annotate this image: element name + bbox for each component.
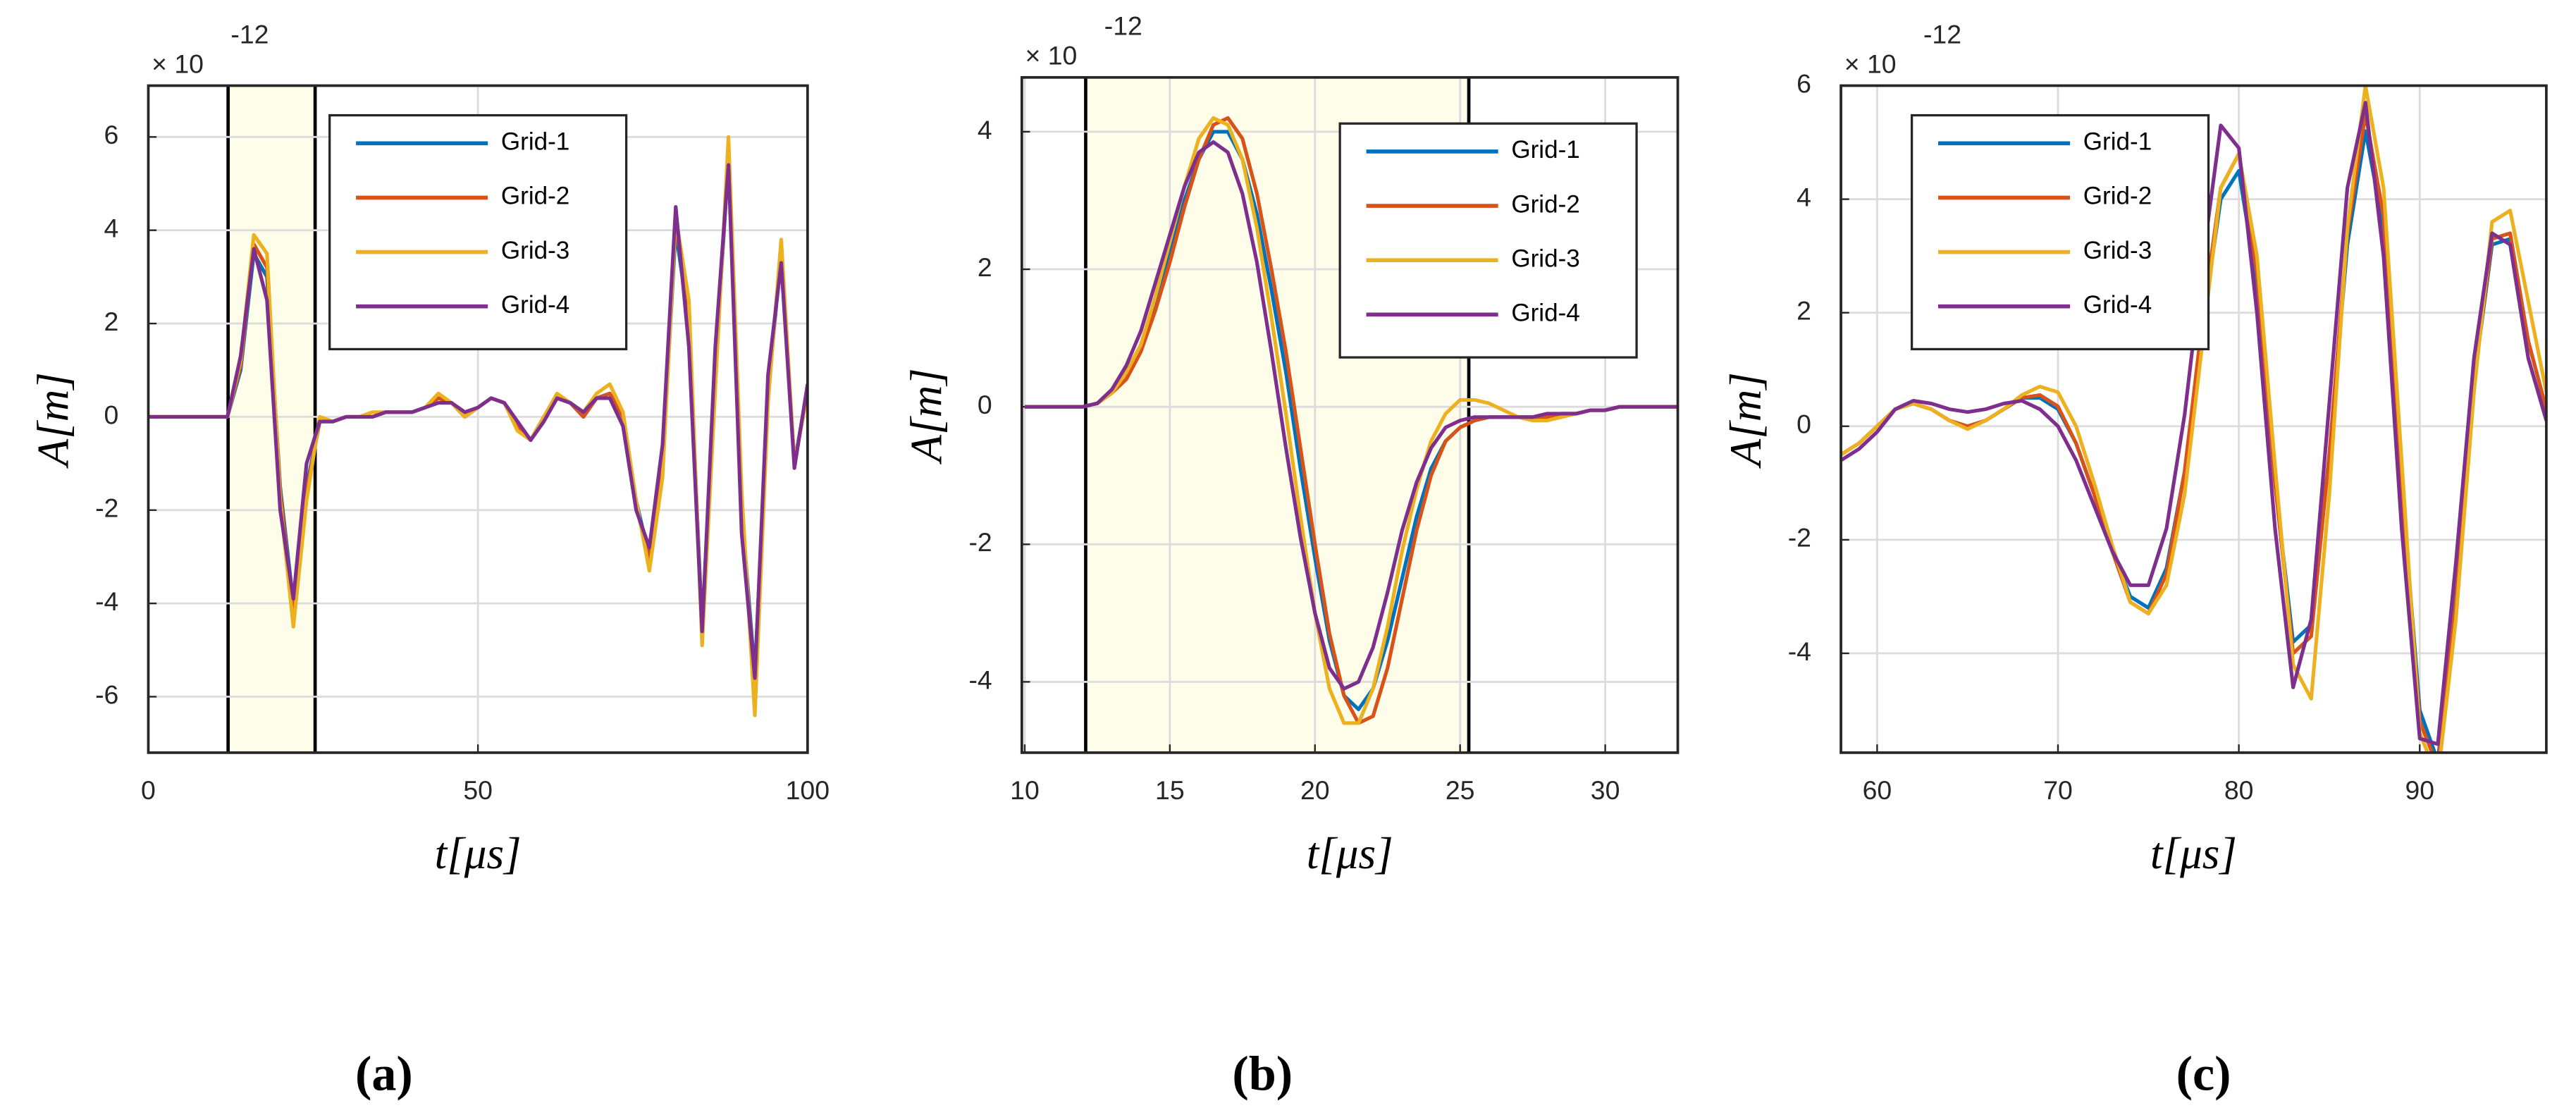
y-tick-label: 2 — [1797, 296, 1811, 326]
x-tick-label: 15 — [1155, 775, 1185, 805]
y-tick-label: 0 — [978, 390, 992, 419]
chart-panel: 10 15 20 25 30 -4 -2 0 2 4 × 10 -12 t[μs] A[m] (b) Grid… — [902, 11, 1680, 1102]
exponent-base: × 10 — [1844, 49, 1897, 78]
panel-label: (a) — [355, 1047, 413, 1102]
y-tick-label: 4 — [104, 214, 119, 243]
legend-label: Grid-4 — [2083, 291, 2152, 319]
legend-label: Grid-1 — [501, 128, 569, 156]
x-tick-label: 60 — [1863, 775, 1892, 805]
x-axis-label: t[μs] — [2150, 829, 2237, 878]
y-tick-label: 4 — [1797, 182, 1811, 211]
panel-label: (c) — [2176, 1047, 2231, 1102]
chart-panel: 0 50 100 -6 -4 -2 0 2 4 6 × 10 -12 t[μs] A[m] (a) Grid-… — [28, 19, 830, 1101]
y-tick-label: 2 — [978, 252, 992, 282]
y-tick-label: 0 — [1797, 409, 1811, 439]
legend-box — [1338, 122, 1638, 359]
y-tick-label: -4 — [968, 665, 992, 694]
y-tick-label: -4 — [1788, 636, 1811, 666]
x-tick-label: 10 — [1010, 775, 1040, 805]
exponent-base: × 10 — [152, 49, 204, 78]
exponent: -12 — [1923, 19, 1961, 49]
legend-label: Grid-4 — [1511, 300, 1579, 327]
y-tick-label: -6 — [95, 679, 118, 709]
legend-label: Grid-1 — [2083, 128, 2152, 156]
x-tick-label: 80 — [2224, 775, 2254, 805]
x-tick-label: 50 — [463, 775, 493, 805]
y-tick-label: -2 — [1788, 523, 1811, 553]
y-axis-label: A[m] — [902, 368, 951, 464]
y-tick-label: -4 — [95, 586, 118, 616]
legend-label: Grid-2 — [1511, 190, 1579, 218]
chart-panel: 60 70 80 90 -4 -2 0 2 4 6 × 10 -12 t[μs] A[m] (c) Grid-… — [1721, 19, 2548, 1102]
y-axis-label: A[m] — [1721, 372, 1770, 469]
series-line — [1841, 85, 2546, 753]
x-tick-label: 90 — [2405, 775, 2434, 805]
axes-box — [1839, 84, 2548, 754]
y-tick-label: 6 — [1797, 68, 1811, 98]
exponent: -12 — [1104, 11, 1142, 41]
y-tick-label: 6 — [104, 120, 119, 149]
legend-label: Grid-2 — [501, 183, 569, 210]
legend-label: Grid-1 — [1511, 136, 1579, 164]
legend-label: Grid-4 — [501, 291, 569, 319]
exponent: -12 — [230, 19, 269, 49]
axes-box — [1020, 75, 1680, 754]
axes-box — [147, 84, 809, 754]
y-axis-label: A[m] — [28, 372, 78, 469]
x-tick-label: 0 — [141, 775, 156, 805]
exponent-base: × 10 — [1025, 41, 1078, 70]
x-tick-label: 100 — [786, 775, 830, 805]
x-tick-label: 70 — [2043, 775, 2073, 805]
legend-label: Grid-3 — [2083, 237, 2152, 264]
y-tick-label: 0 — [104, 400, 119, 429]
legend-label: Grid-3 — [501, 237, 569, 264]
legend-box — [328, 113, 628, 351]
y-tick-label: 2 — [104, 307, 119, 336]
series-line — [148, 163, 808, 680]
panel-label: (b) — [1232, 1047, 1293, 1102]
legend-label: Grid-3 — [1511, 245, 1579, 272]
y-tick-label: 4 — [978, 115, 992, 144]
x-tick-label: 20 — [1300, 775, 1330, 805]
x-axis-label: t[μs] — [1307, 829, 1393, 878]
highlight-region — [228, 85, 316, 753]
series-line — [1024, 140, 1678, 691]
legend-box — [1910, 113, 2210, 351]
y-tick-label: -2 — [968, 527, 992, 557]
x-tick-label: 25 — [1446, 775, 1475, 805]
x-tick-label: 30 — [1591, 775, 1620, 805]
x-axis-label: t[μs] — [435, 829, 522, 878]
legend-label: Grid-2 — [2083, 183, 2152, 210]
y-tick-label: -2 — [95, 493, 118, 523]
